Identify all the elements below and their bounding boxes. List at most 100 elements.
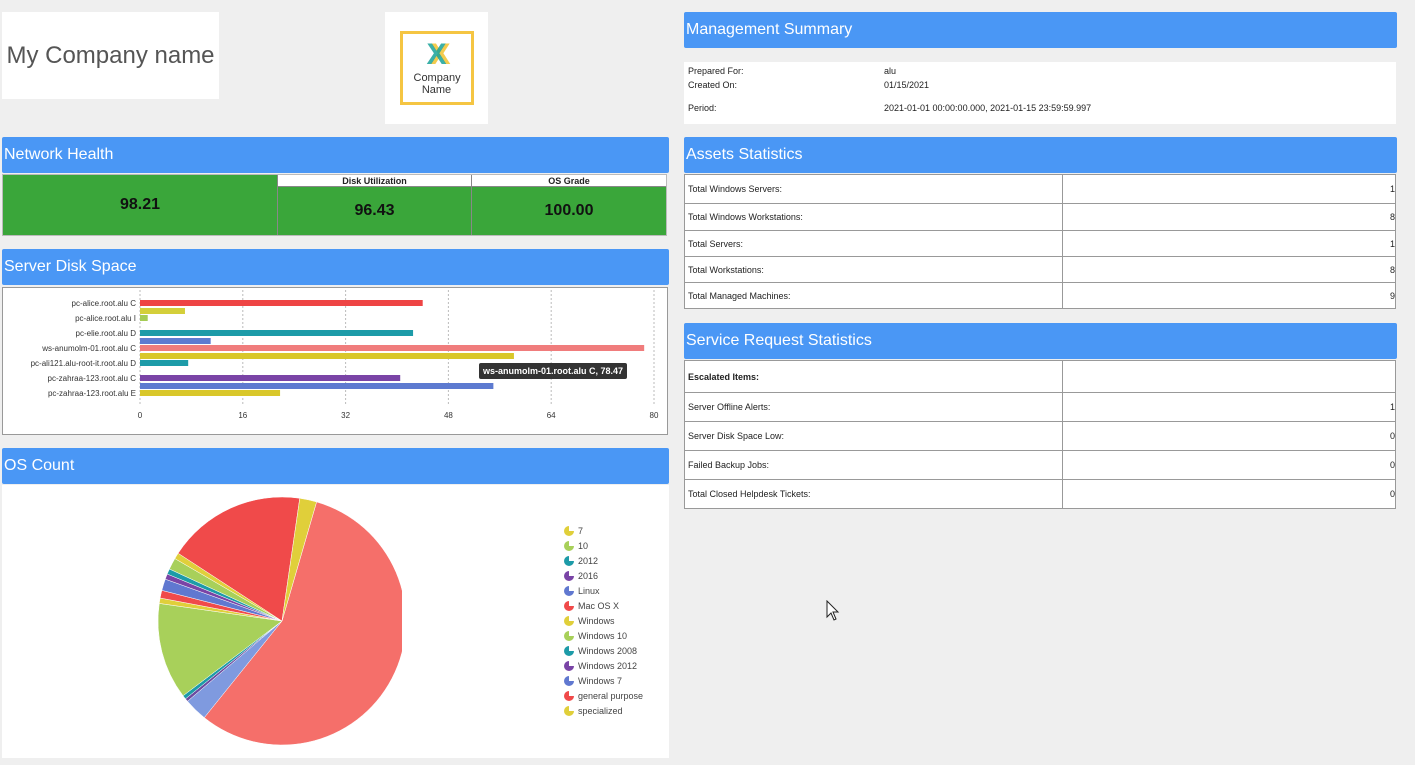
legend-label: Windows 2008 bbox=[578, 646, 638, 656]
pie-legend-icon bbox=[564, 541, 574, 551]
asset-label: Total Managed Machines: bbox=[684, 282, 1063, 309]
legend-item[interactable]: Mac OS X bbox=[564, 600, 619, 612]
asset-label: Total Workstations: bbox=[684, 256, 1063, 283]
legend-item[interactable]: 2016 bbox=[564, 570, 598, 582]
legend-item[interactable]: Windows 2008 bbox=[564, 645, 637, 657]
legend-item[interactable]: specialized bbox=[564, 705, 623, 717]
server-disk-chart-panel: 0 16 32 48 64 80 pc-alice.root.alu C pc-alice.r… bbox=[2, 287, 668, 435]
asset-value: 1 bbox=[1062, 230, 1396, 257]
legend-item[interactable]: Windows 10 bbox=[564, 630, 627, 642]
legend-item[interactable]: Windows 2012 bbox=[564, 660, 637, 672]
legend-item[interactable]: Linux bbox=[564, 585, 600, 597]
service-value: 1 bbox=[1062, 392, 1396, 422]
bar[interactable] bbox=[140, 308, 185, 314]
table-row: Failed Backup Jobs: 0 bbox=[684, 450, 1396, 480]
os-count-panel: 7 10 2012 2016 Linux Mac OS X Windows Windows 1… bbox=[2, 485, 669, 758]
asset-value: 9 bbox=[1062, 282, 1396, 309]
pie-legend-icon bbox=[564, 691, 574, 701]
x-tick-label: 0 bbox=[138, 411, 143, 420]
table-row: Total Workstations: 8 bbox=[684, 256, 1396, 283]
x-tick-label: 80 bbox=[650, 411, 659, 420]
table-row: Total Windows Workstations: 8 bbox=[684, 203, 1396, 231]
assets-statistics-panel: Total Windows Servers: 1 Total Windows Wo… bbox=[684, 174, 1396, 309]
assets-statistics-header: Assets Statistics bbox=[684, 137, 1397, 173]
pie-slice[interactable] bbox=[203, 501, 402, 746]
service-value: 0 bbox=[1062, 421, 1396, 451]
assets-statistics-table: Total Windows Servers: 1 Total Windows Wo… bbox=[684, 174, 1396, 309]
legend-label: 2012 bbox=[578, 556, 599, 566]
chart-tooltip: ws-anumolm-01.root.alu C, 78.47 bbox=[479, 363, 628, 379]
legend-item[interactable]: 2012 bbox=[564, 555, 598, 567]
service-request-panel: Escalated Items: Server Offline Alerts: 1… bbox=[684, 360, 1396, 509]
os-count-legend: 7 10 2012 2016 Linux Mac OS X Windows Windows 1… bbox=[564, 525, 664, 755]
asset-value: 1 bbox=[1062, 174, 1396, 204]
legend-label: 10 bbox=[578, 541, 589, 551]
os-count-header: OS Count bbox=[2, 448, 669, 484]
bar[interactable] bbox=[140, 345, 645, 351]
os-count-pie-chart bbox=[157, 496, 402, 746]
pie-legend-icon bbox=[564, 526, 574, 536]
bar[interactable] bbox=[140, 390, 281, 396]
pie-legend-icon bbox=[564, 556, 574, 566]
service-label: Failed Backup Jobs: bbox=[684, 450, 1063, 480]
created-on-value: 01/15/2021 bbox=[884, 80, 930, 90]
legend-item[interactable]: Windows 7 bbox=[564, 675, 622, 687]
bar[interactable] bbox=[140, 375, 401, 381]
bar[interactable] bbox=[140, 315, 148, 321]
x-tick-label: 32 bbox=[341, 411, 350, 420]
service-value: 0 bbox=[1062, 450, 1396, 480]
service-label: Server Disk Space Low: bbox=[684, 421, 1063, 451]
bar[interactable] bbox=[140, 300, 423, 306]
server-disk-chart: 0 16 32 48 64 80 pc-alice.root.alu C pc-alice.r… bbox=[31, 290, 659, 420]
service-value bbox=[1062, 360, 1396, 393]
management-summary-header: Management Summary bbox=[684, 12, 1397, 48]
bar[interactable] bbox=[140, 360, 189, 366]
x-tick-label: 64 bbox=[547, 411, 556, 420]
pie-legend-icon bbox=[564, 616, 574, 626]
x-tick-label: 16 bbox=[238, 411, 247, 420]
bar[interactable] bbox=[140, 383, 494, 389]
legend-label: Windows 2012 bbox=[578, 661, 638, 671]
pie-legend-icon bbox=[564, 601, 574, 611]
pie-legend-icon bbox=[564, 571, 574, 581]
os-grade-value: 100.00 bbox=[472, 187, 666, 235]
legend-label: Mac OS X bbox=[578, 601, 620, 611]
server-disk-header: Server Disk Space bbox=[2, 249, 669, 285]
bar[interactable] bbox=[140, 353, 514, 359]
service-label: Total Closed Helpdesk Tickets: bbox=[684, 479, 1063, 509]
pie-legend-icon bbox=[564, 586, 574, 596]
legend-item[interactable]: Windows bbox=[564, 615, 615, 627]
table-row: Total Closed Helpdesk Tickets: 0 bbox=[684, 479, 1396, 509]
category-label: ws-anumolm-01.root.alu C bbox=[41, 344, 136, 353]
legend-label: general purpose bbox=[578, 691, 644, 701]
prepared-for-value: alu bbox=[884, 66, 897, 76]
legend-item[interactable]: 7 bbox=[564, 525, 583, 537]
category-label: pc-elie.root.alu D bbox=[76, 329, 137, 338]
period-value: 2021-01-01 00:00:00.000, 2021-01-15 23:5… bbox=[884, 103, 1092, 113]
period-label: Period: bbox=[688, 103, 717, 113]
service-label: Escalated Items: bbox=[684, 360, 1063, 393]
asset-value: 8 bbox=[1062, 256, 1396, 283]
pie-slice[interactable] bbox=[177, 496, 301, 622]
os-grade-column: OS Grade 100.00 bbox=[472, 175, 666, 235]
company-name: My Company name bbox=[6, 42, 215, 69]
prepared-for-label: Prepared For: bbox=[688, 66, 744, 76]
pie-slice[interactable] bbox=[281, 497, 317, 622]
service-value: 0 bbox=[1062, 479, 1396, 509]
bar[interactable] bbox=[140, 330, 414, 336]
pie-slice[interactable] bbox=[157, 603, 283, 697]
legend-item[interactable]: general purpose bbox=[564, 690, 643, 702]
table-row: Total Managed Machines: 9 bbox=[684, 282, 1396, 309]
asset-label: Total Servers: bbox=[684, 230, 1063, 257]
asset-label: Total Windows Workstations: bbox=[684, 203, 1063, 231]
legend-item[interactable]: 10 bbox=[564, 540, 588, 552]
service-request-table: Escalated Items: Server Offline Alerts: 1… bbox=[684, 360, 1396, 509]
legend-label: Windows 7 bbox=[578, 676, 623, 686]
created-on-label: Created On: bbox=[688, 80, 738, 90]
category-label: pc-ali121.alu-root-it.root.alu D bbox=[31, 359, 137, 368]
legend-label: 7 bbox=[578, 526, 584, 536]
network-health-header: Network Health bbox=[2, 137, 669, 173]
category-label: pc-zahraa-123.root.alu C bbox=[48, 374, 137, 383]
bar[interactable] bbox=[140, 338, 211, 344]
